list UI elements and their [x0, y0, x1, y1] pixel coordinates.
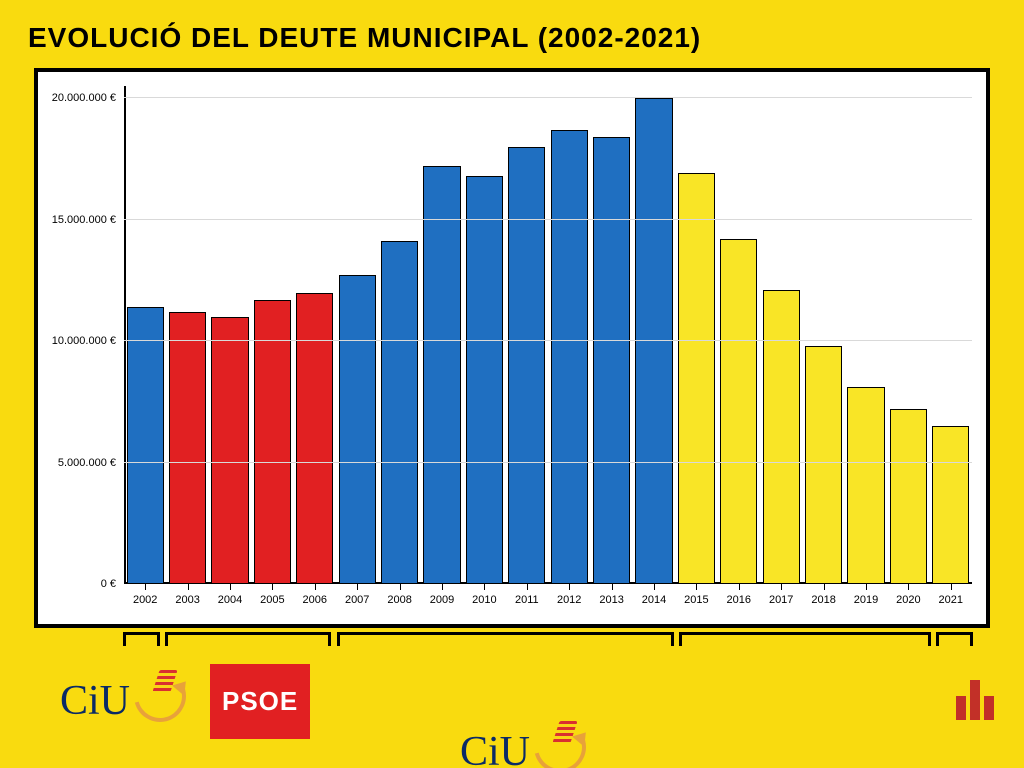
x-tick-label: 2013	[599, 584, 623, 606]
bar	[551, 130, 588, 584]
bar	[296, 293, 333, 585]
x-tick-label: 2003	[175, 584, 199, 606]
period-bracket	[936, 632, 974, 646]
x-tick-label: 2019	[854, 584, 878, 606]
page-title: EVOLUCIÓ DEL DEUTE MUNICIPAL (2002-2021)	[28, 22, 701, 54]
x-tick-label: 2014	[642, 584, 666, 606]
bar	[508, 147, 545, 584]
bar	[932, 426, 969, 584]
period-bracket	[337, 632, 674, 646]
bar	[635, 98, 672, 584]
x-tick-label: 2015	[684, 584, 708, 606]
period-brackets	[120, 632, 976, 654]
junts-stripe-icon	[956, 696, 966, 720]
y-tick-label: 0 €	[101, 578, 124, 590]
x-tick-label: 2016	[727, 584, 751, 606]
gridline	[124, 583, 972, 584]
bar	[678, 173, 715, 584]
logo-psoe: PSOE	[210, 664, 310, 739]
bars-container	[124, 86, 972, 584]
y-tick-label: 5.000.000 €	[58, 457, 124, 469]
x-tick-label: 2011	[515, 584, 539, 606]
junts-stripe-icon	[984, 696, 994, 720]
bar	[805, 346, 842, 584]
bar	[593, 137, 630, 584]
plot-area: 0 €5.000.000 €10.000.000 €15.000.000 €20…	[124, 86, 972, 584]
bar	[890, 409, 927, 584]
ciu-text: CiU	[60, 678, 130, 724]
period-bracket	[123, 632, 161, 646]
bar	[254, 300, 291, 584]
bar	[381, 241, 418, 584]
page: EVOLUCIÓ DEL DEUTE MUNICIPAL (2002-2021)…	[0, 0, 1024, 768]
gridline	[124, 462, 972, 463]
logo-ciu-2: CiU	[460, 725, 1024, 768]
x-tick-label: 2002	[133, 584, 157, 606]
bar	[423, 166, 460, 584]
logo-ciu-1: CiU	[60, 674, 1024, 725]
gridline	[124, 97, 972, 98]
x-tick-label: 2020	[896, 584, 920, 606]
bar	[211, 317, 248, 584]
bar	[720, 239, 757, 584]
x-tick-label: 2012	[557, 584, 581, 606]
bar	[466, 176, 503, 584]
bar	[847, 387, 884, 584]
x-tick-label: 2005	[260, 584, 284, 606]
period-bracket	[679, 632, 931, 646]
gridline	[124, 219, 972, 220]
psoe-text: PSOE	[222, 686, 298, 716]
x-tick-label: 2021	[939, 584, 963, 606]
bar	[339, 275, 376, 584]
y-tick-label: 20.000.000 €	[52, 92, 124, 104]
ciu-text: CiU	[460, 729, 530, 768]
x-tick-label: 2004	[218, 584, 242, 606]
x-tick-label: 2010	[472, 584, 496, 606]
period-bracket	[165, 632, 331, 646]
chart-frame: 0 € 5.000.000 € 10.000.000 € 15.000.000 € 20…	[34, 68, 990, 628]
x-tick-label: 2018	[811, 584, 835, 606]
bar	[763, 290, 800, 584]
party-logos-row: CiU PSOE CiU cup BERGA	[0, 660, 1024, 760]
bar	[127, 307, 164, 584]
x-tick-label: 2008	[387, 584, 411, 606]
junts-stripe-icon	[970, 680, 980, 720]
bar	[169, 312, 206, 584]
y-tick-label: 10.000.000 €	[52, 335, 124, 347]
y-tick-label: 15.000.000 €	[52, 214, 124, 226]
x-tick-label: 2007	[345, 584, 369, 606]
logo-junts	[956, 676, 994, 720]
gridline	[124, 340, 972, 341]
x-tick-label: 2009	[430, 584, 454, 606]
x-tick-label: 2017	[769, 584, 793, 606]
x-tick-label: 2006	[303, 584, 327, 606]
